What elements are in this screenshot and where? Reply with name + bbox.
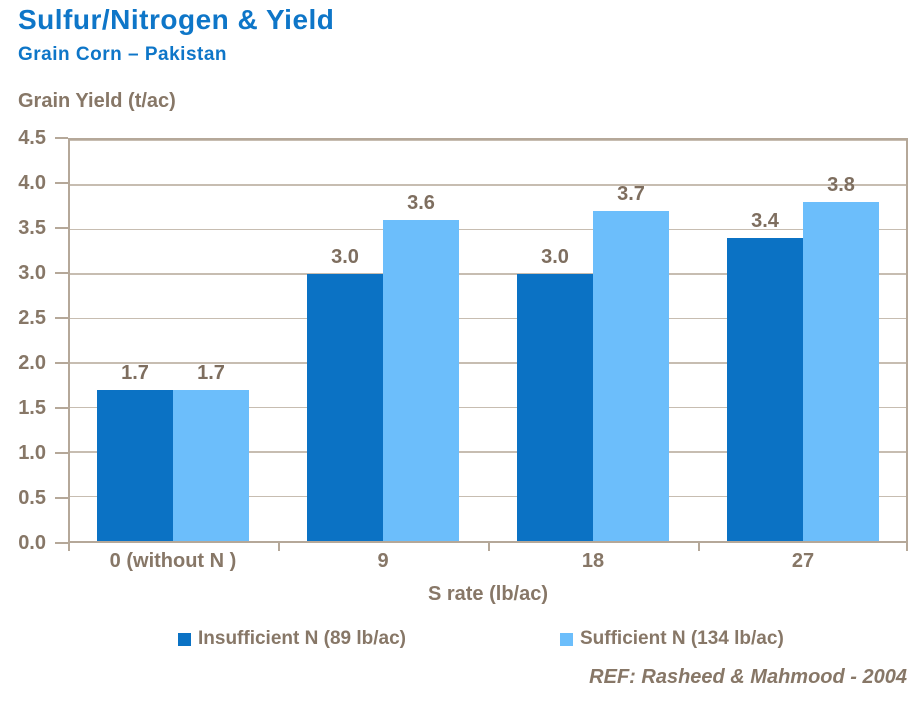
- bar-value-label: 3.4: [751, 210, 779, 233]
- y-tick-mark: [55, 452, 68, 454]
- gridline: [70, 273, 906, 275]
- x-axis-title: S rate (lb/ac): [427, 583, 549, 605]
- x-axis-ticks: [68, 543, 908, 552]
- y-tick-label: 2.5: [18, 307, 46, 329]
- bar-sufficient-n: [383, 220, 459, 541]
- gridline: [70, 406, 906, 409]
- bar-sufficient-n: [173, 389, 249, 541]
- y-tick-mark: [55, 182, 68, 184]
- bar-insufficient-n: [97, 389, 173, 541]
- y-tick-mark: [55, 407, 68, 409]
- y-tick-mark: [55, 227, 68, 229]
- y-tick-label: 4.5: [18, 127, 46, 149]
- plot-area: 1.7 1.7 3.0 3.6 3.0 3.7 3.4 3.8: [68, 138, 908, 543]
- y-tick-mark: [55, 272, 68, 274]
- x-axis-labels: 0 (without N ) 9 18 27: [68, 550, 908, 576]
- reference-text: REF: Rasheed & Mahmood - 2004: [589, 666, 907, 688]
- gridline: [70, 139, 906, 141]
- y-tick-label: 3.5: [18, 217, 46, 239]
- gridline: [70, 495, 906, 498]
- bar-value-label: 1.7: [197, 361, 225, 384]
- chart-title: Sulfur/Nitrogen & Yield: [18, 4, 335, 35]
- gridline: [70, 451, 906, 453]
- y-tick-mark: [55, 137, 68, 139]
- x-category-label: 27: [791, 550, 815, 572]
- bar-value-label: 3.7: [617, 183, 645, 206]
- legend-item-insufficient-n: Insufficient N (89 lb/ac): [178, 628, 406, 650]
- gridline: [70, 317, 906, 320]
- legend-swatch-icon: [178, 632, 191, 646]
- x-tick-mark: [278, 543, 280, 551]
- gridline: [70, 228, 906, 231]
- bar-value-label: 3.6: [407, 192, 435, 215]
- y-tick-mark: [55, 317, 68, 319]
- bar-value-label: 3.0: [331, 245, 359, 268]
- gridline: [70, 184, 906, 186]
- x-category-label: 0 (without N ): [109, 550, 237, 572]
- y-tick-label: 0.5: [18, 487, 46, 509]
- bar-insufficient-n: [517, 273, 593, 541]
- bar-value-label: 3.0: [541, 245, 569, 268]
- legend-label: Sufficient N (134 lb/ac): [580, 628, 784, 649]
- y-tick-label: 1.0: [18, 442, 46, 464]
- y-axis: 0.0 0.5 1.0 1.5 2.0 2.5 3.0 3.5 4.0 4.5: [0, 127, 68, 554]
- y-axis-title: Grain Yield (t/ac): [18, 90, 176, 112]
- bar-value-label: 3.8: [827, 174, 855, 197]
- bar-value-label: 1.7: [121, 361, 149, 384]
- legend-swatch-icon: [560, 632, 573, 646]
- x-tick-mark: [488, 543, 490, 551]
- legend-item-sufficient-n: Sufficient N (134 lb/ac): [560, 628, 784, 650]
- y-tick-label: 3.0: [18, 262, 46, 284]
- bar-sufficient-n: [593, 211, 669, 541]
- y-tick-label: 2.0: [18, 352, 46, 374]
- y-tick-mark: [55, 542, 68, 544]
- chart-legend: Insufficient N (89 lb/ac) Sufficient N (1…: [0, 628, 922, 654]
- x-tick-mark: [68, 543, 70, 551]
- bar-insufficient-n: [727, 238, 803, 541]
- y-tick-mark: [55, 362, 68, 364]
- gridline: [70, 362, 906, 364]
- x-category-label: 9: [377, 550, 389, 572]
- y-tick-label: 1.5: [18, 397, 46, 419]
- bar-sufficient-n: [803, 202, 879, 541]
- y-tick-label: 4.0: [18, 172, 46, 194]
- x-tick-mark: [698, 543, 700, 551]
- legend-label: Insufficient N (89 lb/ac): [198, 628, 406, 649]
- bar-insufficient-n: [307, 273, 383, 541]
- y-tick-mark: [55, 497, 68, 499]
- y-tick-label: 0.0: [18, 532, 46, 554]
- chart-subtitle: Grain Corn – Pakistan: [18, 44, 228, 65]
- x-tick-mark: [906, 543, 908, 551]
- x-category-label: 18: [581, 550, 605, 572]
